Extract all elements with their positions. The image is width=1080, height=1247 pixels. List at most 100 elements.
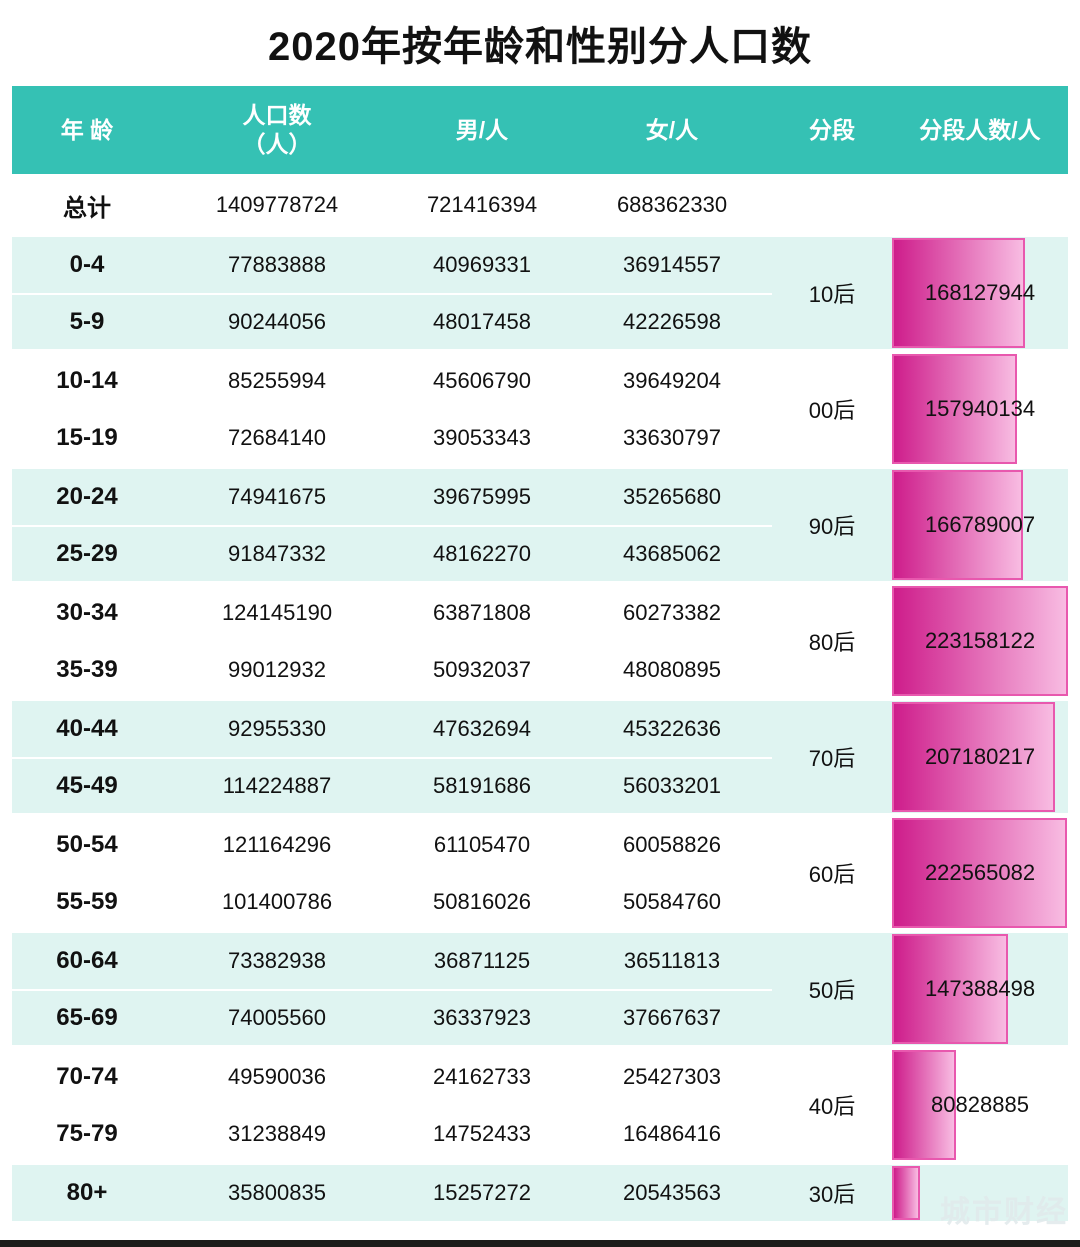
segment-bar: [892, 586, 1068, 696]
segment-label: 80后: [808, 630, 856, 655]
segment-bar-cell: 168127944: [892, 237, 1068, 349]
age-label: 20-24: [56, 483, 118, 510]
male-value: 48017458: [433, 309, 531, 334]
male-value: 39053343: [433, 425, 531, 450]
segment-label: 40后: [808, 1094, 856, 1119]
age-label: 65-69: [56, 1004, 118, 1031]
age-label: 5-9: [69, 308, 105, 335]
age-rows: 0-4 77883888 40969331 36914557 5-9 90244…: [12, 237, 772, 349]
table-row: 80+ 35800835 15257272 20543563: [12, 1165, 772, 1221]
male-value: 24162733: [433, 1064, 531, 1089]
age-rows: 20-24 74941675 39675995 35265680 25-29 9…: [12, 469, 772, 581]
table-row: 25-29 91847332 48162270 43685062: [12, 525, 772, 581]
female-value: 39649204: [623, 368, 721, 393]
segment-label: 60后: [808, 862, 856, 887]
segment-bar: [892, 934, 1009, 1044]
segment-bar: [892, 1166, 921, 1220]
age-label: 10-14: [56, 367, 118, 394]
table-row: 20-24 74941675 39675995 35265680: [12, 469, 772, 525]
table-row: 30-34 124145190 63871808 60273382: [12, 585, 772, 641]
female-value: 35265680: [623, 484, 721, 509]
female-value: 25427303: [623, 1064, 721, 1089]
male-value: 40969331: [433, 252, 531, 277]
table: 年 龄 人口数 （人） 男/人 女/人 分段 分段人数/人 总计 1409778…: [12, 86, 1068, 1221]
female-value: 60058826: [623, 832, 721, 857]
age-label: 70-74: [56, 1063, 118, 1090]
female-value: 42226598: [623, 309, 721, 334]
population-value: 99012932: [228, 657, 326, 682]
segment-value: 168127944: [924, 280, 1036, 305]
segment-bar: [892, 470, 1024, 580]
age-group-row: 70-74 49590036 24162733 25427303 75-79 3…: [12, 1049, 1068, 1161]
age-label: 55-59: [56, 888, 118, 915]
header-population-line1: 人口数: [242, 102, 312, 129]
segment-label: 10后: [808, 282, 856, 307]
population-value: 49590036: [228, 1064, 326, 1089]
population-value: 72684140: [228, 425, 326, 450]
female-value: 45322636: [623, 716, 721, 741]
table-row: 5-9 90244056 48017458 42226598: [12, 293, 772, 349]
segment-label: 50后: [808, 978, 856, 1003]
segment-label: 70后: [808, 746, 856, 771]
age-group-row: 0-4 77883888 40969331 36914557 5-9 90244…: [12, 237, 1068, 349]
segment-bar-cell: 157940134: [892, 353, 1068, 465]
segment-bar: [892, 354, 1017, 464]
header-age: 年 龄: [60, 116, 114, 143]
table-row: 15-19 72684140 39053343 33630797: [12, 409, 772, 465]
female-value: 48080895: [623, 657, 721, 682]
total-male: 721416394: [426, 192, 538, 217]
age-label: 35-39: [56, 656, 118, 683]
age-label: 15-19: [56, 424, 118, 451]
table-row: 10-14 85255994 45606790 39649204: [12, 353, 772, 409]
age-rows: 30-34 124145190 63871808 60273382 35-39 …: [12, 585, 772, 697]
population-value: 121164296: [222, 832, 332, 857]
age-rows: 70-74 49590036 24162733 25427303 75-79 3…: [12, 1049, 772, 1161]
segment-value: 223158122: [924, 628, 1036, 653]
male-value: 63871808: [433, 600, 531, 625]
male-value: 36337923: [433, 1005, 531, 1030]
segment-label: 90后: [808, 514, 856, 539]
population-value: 74941675: [228, 484, 326, 509]
table-row: 75-79 31238849 14752433 16486416: [12, 1105, 772, 1161]
segment-bar: [892, 238, 1025, 348]
segment-bar: [892, 702, 1056, 812]
segment-bar: [892, 818, 1068, 928]
segment-bar-cell: 222565082: [892, 817, 1068, 929]
segment-value: 166789007: [924, 512, 1036, 537]
table-header-row: 年 龄 人口数 （人） 男/人 女/人 分段 分段人数/人: [12, 86, 1068, 174]
male-value: 36871125: [433, 948, 531, 973]
segment-value: 157940134: [924, 396, 1036, 421]
age-label: 30-34: [56, 599, 118, 626]
total-row: 总计 1409778724 721416394 688362330: [12, 177, 1068, 233]
table-row: 35-39 99012932 50932037 48080895: [12, 641, 772, 697]
population-value: 77883888: [228, 252, 326, 277]
male-value: 48162270: [433, 541, 531, 566]
total-female: 688362330: [616, 192, 728, 217]
age-rows: 50-54 121164296 61105470 60058826 55-59 …: [12, 817, 772, 929]
segment-bar: [892, 1050, 956, 1160]
age-group-row: 60-64 73382938 36871125 36511813 65-69 7…: [12, 933, 1068, 1045]
male-value: 58191686: [433, 773, 531, 798]
title-bar: 2020年按年龄和性别分人口数: [0, 0, 1080, 86]
female-value: 56033201: [623, 773, 721, 798]
age-rows: 10-14 85255994 45606790 39649204 15-19 7…: [12, 353, 772, 465]
age-group-row: 80+ 35800835 15257272 20543563 30后: [12, 1165, 1068, 1221]
population-value: 73382938: [228, 948, 326, 973]
segment-value: 80828885: [931, 1092, 1029, 1117]
bottom-divider: [0, 1240, 1080, 1247]
table-row: 45-49 114224887 58191686 56033201: [12, 757, 772, 813]
female-value: 60273382: [623, 600, 721, 625]
male-value: 45606790: [433, 368, 531, 393]
segment-bar-cell: 166789007: [892, 469, 1068, 581]
age-label: 40-44: [56, 715, 118, 742]
population-value: 91847332: [228, 541, 326, 566]
table-row: 60-64 73382938 36871125 36511813: [12, 933, 772, 989]
female-value: 36511813: [623, 948, 721, 973]
age-group-row: 30-34 124145190 63871808 60273382 35-39 …: [12, 585, 1068, 697]
table-body: 0-4 77883888 40969331 36914557 5-9 90244…: [12, 237, 1068, 1221]
female-value: 20543563: [623, 1180, 721, 1205]
age-label: 80+: [66, 1179, 108, 1206]
male-value: 15257272: [433, 1180, 531, 1205]
population-value: 74005560: [228, 1005, 326, 1030]
male-value: 50932037: [433, 657, 531, 682]
